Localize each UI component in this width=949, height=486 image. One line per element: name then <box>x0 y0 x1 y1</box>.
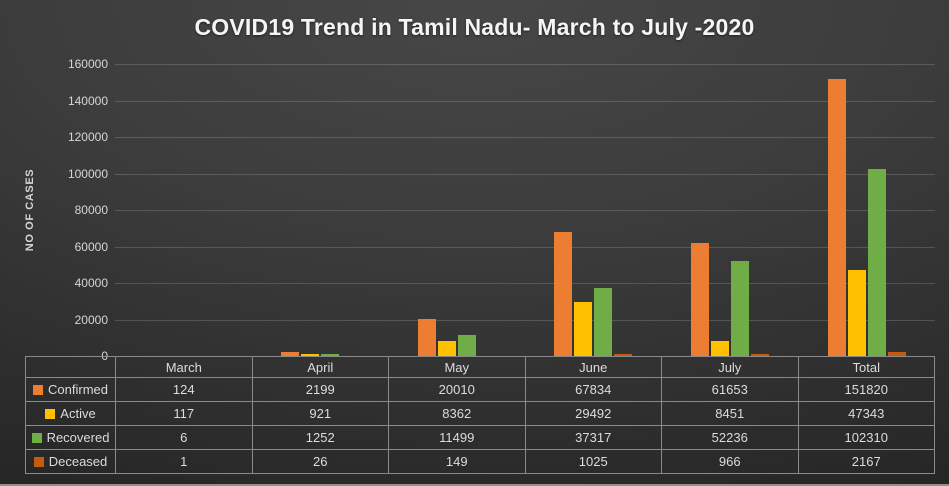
table-row-label-recovered: Recovered <box>25 425 116 450</box>
bar-recovered-june <box>594 287 613 356</box>
bar-confirmed-total <box>827 78 846 356</box>
table-header-march: March <box>115 356 253 378</box>
y-tick-label-20000: 20000 <box>74 312 108 327</box>
table-cell-recovered-may: 11499 <box>388 425 526 450</box>
gridline-20000 <box>115 319 935 321</box>
table-cell-recovered-june: 37317 <box>524 425 662 450</box>
table-row-deceased: Deceased 1 26 149 1025 966 2167 <box>25 449 935 474</box>
bar-group-april <box>252 64 389 356</box>
y-tick-label-140000: 140000 <box>67 93 108 108</box>
table-cell-active-june: 29492 <box>524 401 662 426</box>
table-row-label-active: Active <box>25 401 116 426</box>
table-cell-recovered-march: 6 <box>115 425 253 450</box>
table-header-july: July <box>661 356 799 378</box>
table-corner-cell <box>25 356 116 378</box>
table-cell-recovered-april: 1252 <box>251 425 389 450</box>
bar-active-june <box>574 302 593 356</box>
table-cell-active-april: 921 <box>251 401 389 426</box>
bar-groups <box>115 64 935 356</box>
data-table: March April May June July Total Confirmed 124 21… <box>25 356 935 474</box>
legend-label-recovered: Recovered <box>46 430 110 445</box>
table-cell-active-march: 117 <box>115 401 253 426</box>
legend-label-deceased: Deceased <box>48 454 108 469</box>
bar-active-july <box>711 340 730 356</box>
y-tick-label-100000: 100000 <box>67 166 108 181</box>
gridline-160000 <box>115 64 935 65</box>
gridline-120000 <box>115 137 935 138</box>
data-table-wrap: March April May June July Total Confirmed 124 21… <box>25 356 935 474</box>
legend-swatch-recovered <box>31 433 42 443</box>
bar-recovered-july <box>731 260 750 356</box>
table-cell-confirmed-total: 151820 <box>797 377 935 402</box>
table-header-may: May <box>388 356 526 378</box>
y-tick-label-80000: 80000 <box>74 203 108 217</box>
legend-label-active: Active <box>60 406 96 421</box>
bar-group-july <box>662 64 799 356</box>
gridline-100000 <box>115 173 935 175</box>
table-cell-active-may: 8362 <box>388 401 526 426</box>
plot-area <box>115 64 935 356</box>
bar-active-may <box>437 340 456 356</box>
bar-confirmed-may <box>417 319 436 356</box>
legend-label-confirmed: Confirmed <box>48 382 108 397</box>
bar-confirmed-april <box>281 352 299 356</box>
bar-recovered-total <box>867 169 886 356</box>
bar-confirmed-june <box>554 232 573 356</box>
table-cell-deceased-april: 26 <box>251 449 389 474</box>
table-cell-confirmed-april: 2199 <box>251 377 389 402</box>
chart-bottom-border <box>0 484 949 486</box>
table-cell-confirmed-july: 61653 <box>661 377 799 402</box>
table-cell-recovered-total: 102310 <box>797 425 935 450</box>
bar-deceased-total <box>887 352 906 356</box>
legend-swatch-confirmed <box>33 385 44 395</box>
bar-group-may <box>388 64 525 356</box>
bar-confirmed-july <box>691 243 710 356</box>
table-cell-deceased-may: 149 <box>388 449 526 474</box>
gridline-80000 <box>115 210 935 211</box>
legend-swatch-deceased <box>33 457 44 467</box>
table-cell-deceased-july: 966 <box>661 449 799 474</box>
bar-recovered-april <box>321 353 339 356</box>
bar-deceased-june <box>614 354 633 356</box>
bar-group-march <box>115 64 252 356</box>
bar-recovered-may <box>457 335 476 356</box>
y-axis-tick-labels: 0 20000 40000 60000 80000 100000 120000 140000 1… <box>28 57 108 363</box>
table-cell-active-total: 47343 <box>797 401 935 426</box>
table-header-april: April <box>251 356 389 378</box>
y-tick-label-60000: 60000 <box>74 239 108 254</box>
legend-swatch-active <box>45 409 56 419</box>
table-cell-confirmed-march: 124 <box>115 377 253 402</box>
gridline-140000 <box>115 100 935 102</box>
bar-group-june <box>525 64 662 356</box>
chart-title: COVID19 Trend in Tamil Nadu- March to Ju… <box>194 14 755 40</box>
table-row-label-confirmed: Confirmed <box>25 377 116 402</box>
bar-group-total <box>798 64 935 356</box>
table-row-recovered: Recovered 6 1252 11499 37317 52236 102310 <box>25 425 935 450</box>
table-row-active: Active 117 921 8362 29492 8451 47343 <box>25 401 935 426</box>
table-header-june: June <box>524 356 662 378</box>
gridlines <box>115 64 935 356</box>
table-row-label-deceased: Deceased <box>25 449 116 474</box>
table-cell-confirmed-may: 20010 <box>388 377 526 402</box>
y-tick-label-40000: 40000 <box>74 276 108 290</box>
table-cell-recovered-july: 52236 <box>661 425 799 450</box>
table-cell-active-july: 8451 <box>661 401 799 426</box>
gridline-40000 <box>115 283 935 284</box>
table-header-total: Total <box>797 356 935 378</box>
bar-active-total <box>847 269 866 356</box>
table-cell-deceased-total: 2167 <box>797 449 935 474</box>
y-axis-title: NO OF CASES <box>24 168 36 252</box>
bar-active-april <box>301 354 319 356</box>
table-cell-deceased-june: 1025 <box>524 449 662 474</box>
y-tick-label-120000: 120000 <box>67 130 108 144</box>
table-cell-deceased-march: 1 <box>115 449 253 474</box>
y-tick-label-160000: 160000 <box>67 57 108 71</box>
gridline-60000 <box>115 246 935 248</box>
table-cell-confirmed-june: 67834 <box>524 377 662 402</box>
bar-deceased-july <box>751 354 770 356</box>
table-row-confirmed: Confirmed 124 2199 20010 67834 61653 151820 <box>25 377 935 402</box>
